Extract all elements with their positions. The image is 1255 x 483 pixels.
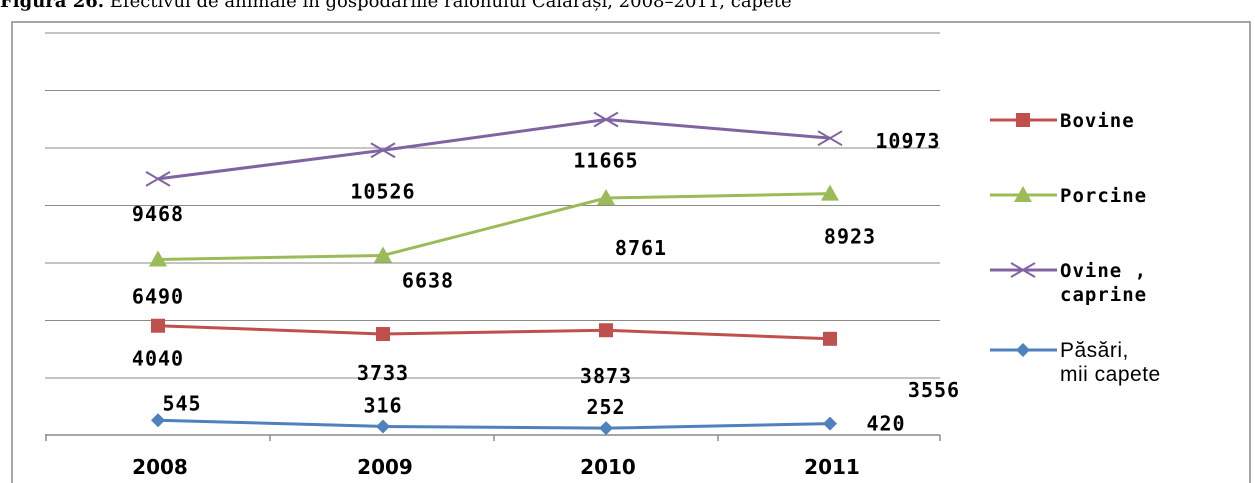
x-tick-label-2010: 2010 (580, 455, 636, 479)
legend-label-bovine: Bovine (1060, 110, 1135, 132)
data-label-pasari-mii-capete-2011: 420 (866, 412, 905, 436)
data-point-porcine-2011 (821, 184, 839, 201)
data-point-ovine-caprine-2011 (817, 130, 843, 147)
figure-caption: Figura 26. Efectivul de animale în gospo… (0, 0, 1255, 12)
figure-number: Figura 26. (0, 0, 105, 12)
x-tick-label-2009: 2009 (357, 455, 413, 479)
legend-marker-bovine (1016, 113, 1030, 127)
data-label-ovine-caprine-2008: 9468 (132, 202, 184, 226)
legend-item-ovine-caprine: Ovine , caprine (990, 260, 1147, 306)
gridlines (45, 32, 940, 379)
data-label-ovine-caprine-2010: 11665 (573, 148, 638, 172)
data-point-pasari-mii-capete-2008 (151, 413, 165, 428)
data-label-bovine-2010: 3873 (580, 364, 632, 388)
data-label-ovine-caprine-2009: 10526 (350, 179, 415, 203)
series-line-bovine (157, 324, 831, 341)
data-label-pasari-mii-capete-2009: 316 (363, 393, 402, 417)
series-pasari-mii-capete (151, 413, 837, 436)
data-point-porcine-2008 (149, 250, 167, 267)
series-line-pasari-mii-capete (157, 418, 831, 430)
series-layer (145, 111, 843, 436)
data-label-bovine-2011: 3556 (908, 378, 960, 402)
data-point-porcine-2010 (597, 189, 615, 206)
data-label-porcine-2009: 6638 (402, 268, 454, 292)
data-point-pasari-mii-capete-2009 (376, 419, 390, 434)
data-point-pasari-mii-capete-2011 (823, 416, 837, 431)
legend-label-pasari-mii-capete: Păsări, mii capete (1060, 339, 1161, 386)
data-label-porcine-2008: 6490 (132, 284, 184, 308)
legend-item-porcine: Porcine (990, 185, 1147, 207)
data-label-bovine-2008: 4040 (132, 347, 184, 371)
data-point-bovine-2010 (599, 323, 613, 338)
data-label-pasari-mii-capete-2010: 252 (586, 395, 625, 419)
data-point-ovine-caprine-2009 (370, 142, 396, 159)
legend: Bovine Porcine Ovine , caprine Păsări, mii ca… (990, 110, 1161, 386)
legend-item-bovine: Bovine (990, 110, 1135, 132)
legend-item-pasari-mii-capete: Păsări, mii capete (990, 339, 1161, 386)
figure-title: Efectivul de animale în gospodăriile rai… (109, 0, 792, 12)
legend-marker-pasari-mii-capete (1016, 343, 1030, 357)
series-porcine (149, 184, 839, 267)
series-bovine (151, 318, 837, 346)
data-point-ovine-caprine-2010 (593, 111, 619, 128)
data-labels: 4040 3733 3873 3556 6490 6638 8761 8923 9468 1052… (132, 129, 960, 436)
data-label-pasari-mii-capete-2008: 545 (162, 391, 201, 415)
data-point-pasari-mii-capete-2010 (599, 421, 613, 436)
legend-label-porcine: Porcine (1060, 185, 1147, 207)
series-line-porcine (157, 192, 831, 261)
series-line-ovine-caprine (157, 117, 831, 181)
x-axis (45, 434, 941, 441)
data-point-bovine-2008 (151, 318, 165, 333)
x-tick-labels: 2008 2009 2010 2011 (132, 455, 860, 479)
data-label-porcine-2010: 8761 (615, 236, 667, 260)
data-point-ovine-caprine-2008 (145, 171, 171, 187)
data-point-porcine-2009 (374, 246, 392, 263)
legend-label-ovine-caprine: Ovine , caprine (1060, 260, 1147, 306)
series-ovine-caprine (145, 111, 843, 187)
data-label-porcine-2011: 8923 (824, 225, 876, 249)
x-tick-label-2008: 2008 (132, 455, 188, 479)
data-point-bovine-2009 (376, 327, 390, 342)
x-tick-label-2011: 2011 (804, 455, 860, 479)
data-point-bovine-2011 (823, 331, 837, 346)
legend-marker-ovine-caprine (1010, 262, 1036, 278)
data-label-ovine-caprine-2011: 10973 (875, 129, 940, 153)
data-label-bovine-2009: 3733 (357, 361, 409, 385)
chart-frame (11, 21, 1251, 483)
legend-marker-porcine (1014, 186, 1032, 202)
